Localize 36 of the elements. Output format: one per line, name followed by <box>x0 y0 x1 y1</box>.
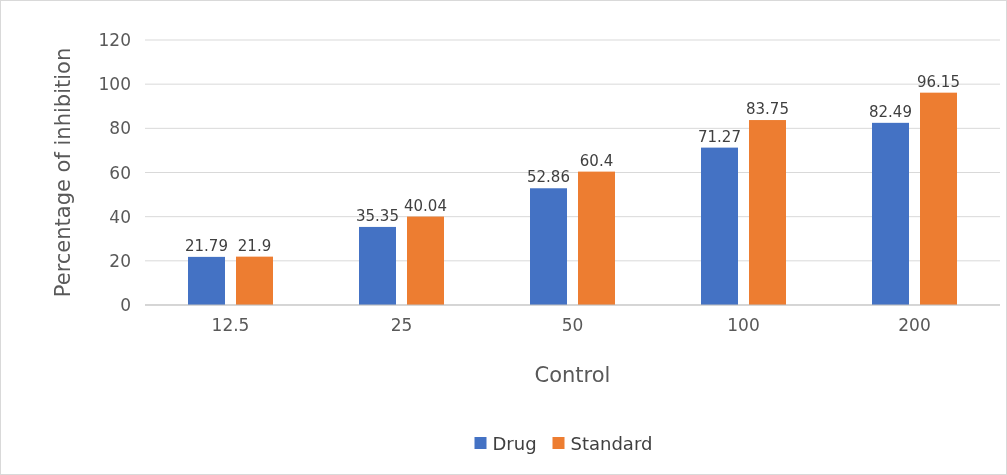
data-label: 82.49 <box>869 102 912 121</box>
y-tick-label: 40 <box>109 206 131 227</box>
y-axis-title: Percentage of inhibition <box>51 47 75 298</box>
data-label: 96.15 <box>917 72 960 91</box>
y-tick-label: 80 <box>109 118 131 139</box>
legend-label: Standard <box>570 432 653 454</box>
y-tick-label: 20 <box>109 250 131 271</box>
bar <box>236 256 273 305</box>
bar <box>920 92 957 305</box>
data-label: 21.9 <box>237 236 272 255</box>
legend-label: Drug <box>492 432 537 454</box>
bar <box>407 216 444 305</box>
y-tick-label: 60 <box>109 162 131 183</box>
y-tick-label: 0 <box>120 295 131 315</box>
x-tick-label: 200 <box>898 315 931 335</box>
bar <box>872 122 909 305</box>
data-label: 60.4 <box>579 151 614 170</box>
y-tick-label: 120 <box>98 30 131 50</box>
x-axis-title: Control <box>534 363 611 387</box>
bar <box>701 147 738 305</box>
bar <box>530 188 567 305</box>
bar <box>578 171 615 305</box>
data-label: 52.86 <box>527 168 570 187</box>
x-tick-label: 12.5 <box>211 315 250 335</box>
y-tick-label: 100 <box>98 74 131 95</box>
x-tick-label: 100 <box>727 315 760 335</box>
bar <box>188 256 225 305</box>
data-label: 71.27 <box>698 127 741 146</box>
bar <box>359 226 396 305</box>
x-tick-label: 50 <box>561 315 584 335</box>
data-label: 40.04 <box>404 196 447 215</box>
data-label: 21.79 <box>185 236 228 255</box>
data-label: 35.35 <box>356 206 399 225</box>
bar <box>749 120 786 305</box>
x-tick-label: 25 <box>390 315 413 335</box>
data-label: 83.75 <box>746 100 789 119</box>
